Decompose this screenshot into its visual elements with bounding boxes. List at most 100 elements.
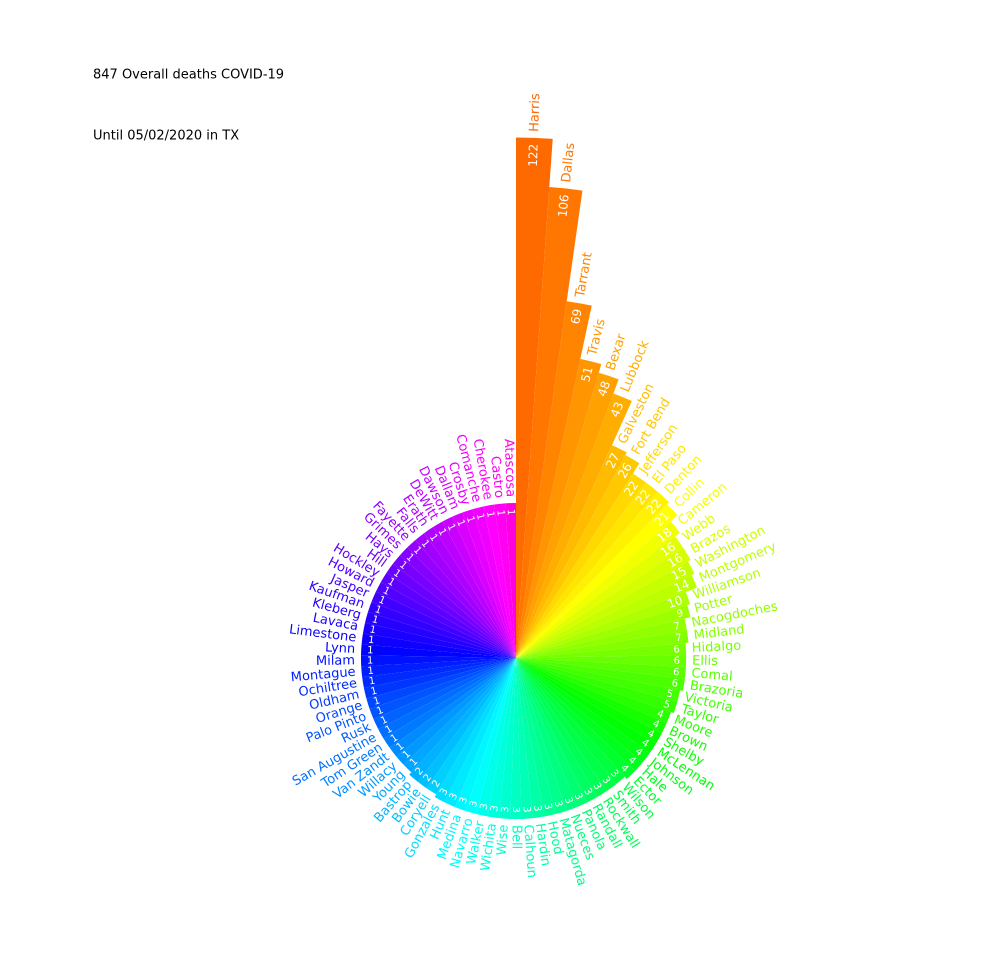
value-label: 16 — [665, 551, 685, 571]
bar — [516, 521, 680, 658]
value-label: 1 — [454, 518, 467, 528]
bar — [487, 658, 516, 819]
bar — [367, 601, 516, 658]
chart-title: 847 Overall deaths COVID-19 — [93, 68, 284, 83]
bar — [516, 547, 691, 658]
bar — [516, 658, 598, 803]
value-label: 1 — [367, 635, 375, 647]
value-label: 4 — [655, 708, 665, 721]
bar — [516, 561, 695, 658]
value-label: 5 — [662, 699, 671, 711]
value-label: 4 — [639, 737, 650, 750]
value-label: 14 — [672, 577, 692, 596]
bar — [516, 658, 617, 791]
value-label: 1 — [373, 604, 383, 616]
category-label: Lynn — [325, 640, 356, 657]
bar — [516, 643, 687, 658]
bar — [516, 658, 680, 702]
bar — [375, 582, 516, 658]
bar — [516, 137, 553, 658]
bar — [444, 658, 516, 808]
value-label: 7 — [673, 621, 681, 633]
bar — [483, 504, 516, 658]
chart-subtitle: Until 05/02/2020 in TX — [93, 129, 239, 144]
category-label: Ellis — [692, 654, 718, 669]
bar — [407, 540, 516, 658]
bar — [516, 658, 657, 754]
category-label: Wichita — [478, 822, 500, 872]
value-label: 1 — [395, 741, 407, 754]
value-label: 1 — [375, 705, 385, 718]
value-label: 1 — [484, 510, 496, 518]
bar — [383, 658, 516, 748]
category-label: Montague — [290, 665, 356, 686]
value-label: 1 — [367, 656, 374, 667]
bar — [360, 655, 516, 667]
value-label: 1 — [379, 714, 389, 727]
bar — [366, 658, 516, 710]
value-label: 2 — [422, 772, 435, 784]
value-label: 2 — [414, 766, 427, 778]
value-label: 26 — [615, 460, 635, 480]
bar — [494, 503, 516, 658]
bar — [386, 563, 516, 658]
value-label: 3 — [531, 805, 543, 813]
category-label: Wise — [495, 824, 512, 856]
value-label: 1 — [377, 595, 387, 608]
value-label: 43 — [608, 400, 627, 419]
value-label: 1 — [474, 512, 486, 521]
category-label: Dallas — [559, 142, 578, 184]
bar — [362, 658, 516, 688]
bar — [516, 575, 698, 658]
category-label: Hood — [544, 820, 566, 856]
category-label: Calhoun — [520, 824, 539, 878]
bar — [516, 473, 646, 658]
bar — [516, 658, 643, 771]
bar — [434, 658, 516, 803]
bar — [433, 521, 516, 658]
bar — [516, 658, 686, 679]
value-label: 1 — [371, 614, 380, 626]
bar — [516, 618, 687, 658]
bar — [369, 658, 516, 720]
bar — [465, 658, 516, 815]
bar — [516, 445, 627, 658]
bar — [516, 393, 632, 658]
value-label: 3 — [581, 787, 594, 798]
value-label: 3 — [468, 799, 480, 808]
bar — [516, 455, 640, 658]
bar — [373, 658, 516, 730]
value-label: 3 — [489, 805, 501, 813]
value-label: 1 — [386, 576, 397, 589]
value-label: 3 — [552, 799, 564, 808]
bar — [516, 630, 689, 658]
value-label: 69 — [568, 308, 584, 326]
category-label: Tarrant — [573, 251, 596, 299]
value-label: 3 — [591, 781, 604, 792]
category-label: Castro — [487, 455, 506, 498]
bar — [476, 658, 516, 817]
bar — [510, 658, 522, 820]
value-label: 1 — [369, 624, 377, 636]
value-label: 1 — [368, 676, 376, 688]
category-label: Milam — [316, 653, 355, 669]
bar — [462, 509, 516, 658]
value-label: 1 — [419, 538, 432, 550]
bar — [452, 512, 516, 658]
bar — [516, 658, 577, 812]
value-label: 1 — [464, 515, 476, 524]
bar — [516, 372, 619, 658]
bar — [455, 658, 516, 812]
value-label: 4 — [633, 746, 645, 759]
bar — [516, 491, 670, 658]
category-label: Travis — [585, 317, 609, 358]
bar — [361, 644, 516, 658]
bar — [516, 658, 534, 819]
value-label: 48 — [595, 379, 613, 398]
bar — [380, 572, 516, 658]
bar — [362, 622, 516, 658]
category-label: Hardin — [532, 822, 553, 867]
category-label: Bexar — [604, 331, 630, 372]
bar — [371, 591, 516, 658]
